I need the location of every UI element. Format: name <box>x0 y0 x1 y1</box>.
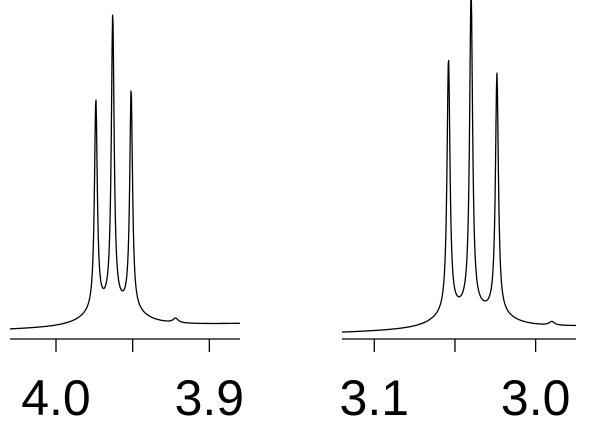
x-tick-label: 3.1 <box>340 370 410 426</box>
x-tick-label: 4.0 <box>21 370 91 426</box>
spectrum-trace <box>9 14 241 330</box>
x-tick-label: 3.9 <box>175 370 245 426</box>
x-tick-label: 3.0 <box>501 370 571 426</box>
spectrum-trace <box>341 0 577 333</box>
spectrum-panel-left: 4.0 3.9 <box>9 14 245 426</box>
spectrum-panel-right: 3.1 3.0 <box>340 0 577 426</box>
